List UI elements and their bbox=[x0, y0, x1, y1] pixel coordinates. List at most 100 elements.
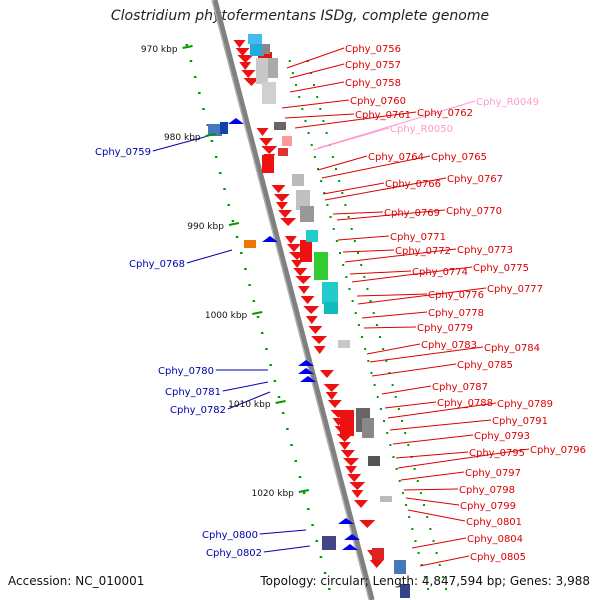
track-dot bbox=[397, 408, 400, 410]
feature-block bbox=[324, 302, 338, 314]
track-dot bbox=[395, 468, 398, 470]
forward-cds-arrow bbox=[319, 370, 334, 378]
track-dot bbox=[353, 240, 356, 242]
scale-dot bbox=[202, 108, 205, 110]
left-leader-line bbox=[263, 545, 311, 553]
forward-cds-arrow bbox=[261, 146, 278, 154]
gene-label-right: Cphy_0797 bbox=[465, 468, 521, 479]
right-leader-line bbox=[337, 235, 390, 241]
track-dot bbox=[411, 528, 414, 530]
left-leader-line bbox=[227, 391, 271, 410]
forward-cds-arrow bbox=[300, 296, 315, 304]
track-dot bbox=[382, 348, 385, 350]
track-dot bbox=[295, 84, 298, 86]
track-dot bbox=[432, 540, 435, 542]
scale-ticks: 970 kbp 980 kbp 990 kbp 1000 kbp 1010 kbp 102… bbox=[141, 45, 310, 499]
reverse-cds-arrow bbox=[338, 518, 354, 524]
forward-cds-arrow bbox=[256, 128, 269, 136]
track-dot bbox=[388, 372, 391, 374]
track-dot bbox=[304, 120, 307, 122]
map-title: Clostridium phytofermentans ISDg, comple… bbox=[110, 8, 490, 24]
forward-cds-arrow bbox=[342, 458, 359, 466]
track-dot bbox=[360, 264, 363, 266]
track-dot bbox=[423, 576, 426, 578]
gene-label-right: Cphy_0757 bbox=[345, 60, 401, 71]
forward-cds-arrow bbox=[359, 520, 376, 528]
track-dot bbox=[435, 552, 438, 554]
track-dot bbox=[331, 156, 334, 158]
track-dot bbox=[391, 384, 394, 386]
right-leader-line bbox=[389, 419, 492, 431]
right-leader-line bbox=[395, 451, 469, 459]
gene-label-right: Cphy_0785 bbox=[457, 360, 513, 371]
feature-block bbox=[362, 418, 374, 438]
right-leader-line bbox=[351, 266, 473, 283]
scale-dot bbox=[260, 332, 264, 334]
feature-block bbox=[368, 456, 380, 466]
accession-text: Accession: NC_010001 bbox=[8, 574, 145, 588]
forward-cds-arrow bbox=[345, 466, 358, 474]
forward-cds-arrow bbox=[259, 138, 274, 146]
scale-dot bbox=[248, 284, 251, 286]
gene-label-right: Cphy_0772 bbox=[395, 246, 451, 257]
feature-block bbox=[274, 122, 286, 130]
gene-label-right: Cphy_0764 bbox=[368, 152, 424, 163]
right-leader-line bbox=[336, 209, 446, 221]
gene-features bbox=[208, 34, 410, 598]
forward-cds-arrow bbox=[237, 55, 254, 63]
track-dot bbox=[326, 204, 329, 206]
reverse-feature-block bbox=[220, 122, 228, 134]
forward-cds-arrow bbox=[278, 210, 293, 218]
genome-backbone bbox=[211, 0, 375, 600]
track-dot bbox=[426, 516, 429, 518]
scale-dot bbox=[227, 204, 230, 206]
track-dot bbox=[404, 432, 407, 434]
scale-dot bbox=[319, 556, 323, 558]
gene-label-right: Cphy_0760 bbox=[350, 96, 406, 107]
scale-tick bbox=[275, 400, 286, 404]
track-dot bbox=[373, 384, 376, 386]
scale-dot bbox=[323, 572, 327, 574]
scale-dot bbox=[240, 252, 243, 254]
feature-block bbox=[314, 252, 328, 280]
gene-label-right: Cphy_0767 bbox=[447, 174, 503, 185]
track-dot bbox=[427, 588, 430, 590]
gene-label-right: Cphy_0770 bbox=[446, 206, 502, 217]
gene-label-right: Cphy_0787 bbox=[432, 382, 488, 393]
forward-cds-arrow bbox=[311, 336, 328, 344]
forward-cds-arrow bbox=[295, 276, 312, 284]
track-dot bbox=[392, 456, 395, 458]
track-dot bbox=[323, 192, 326, 194]
feature-block bbox=[338, 340, 350, 348]
feature-block bbox=[250, 44, 264, 56]
scale-dot bbox=[185, 44, 189, 46]
track-dot bbox=[313, 156, 316, 158]
right-leader-line bbox=[371, 363, 457, 377]
right-leader-line bbox=[356, 293, 428, 297]
feature-block bbox=[262, 82, 276, 104]
track-dot bbox=[394, 396, 397, 398]
scale-dot bbox=[223, 188, 226, 190]
forward-cds-arrow bbox=[235, 48, 250, 56]
gene-label-left: Cphy_0802 bbox=[206, 548, 262, 559]
right-leader-line bbox=[289, 81, 345, 93]
track-dot bbox=[344, 204, 347, 206]
gene-label-left: Cphy_0768 bbox=[129, 259, 185, 270]
gene-labels: Cphy_0756 Cphy_0757 Cphy_0758 Cphy_0760 Cphy… bbox=[95, 44, 586, 563]
track-dot bbox=[389, 444, 392, 446]
track-dot bbox=[313, 84, 316, 86]
scale-tick bbox=[252, 311, 263, 315]
gene-label-right: Cphy_0805 bbox=[470, 552, 526, 563]
feature-block bbox=[248, 34, 262, 44]
track-dot bbox=[357, 252, 360, 254]
gene-label-right: Cphy_0771 bbox=[390, 232, 446, 243]
track-dot bbox=[301, 108, 304, 110]
forward-cds-arrow bbox=[349, 482, 366, 490]
forward-cds-arrow bbox=[340, 450, 355, 458]
track-dot bbox=[319, 108, 322, 110]
forward-cds-arrow bbox=[275, 202, 288, 210]
right-leader-line bbox=[322, 182, 385, 195]
track-dot bbox=[363, 276, 366, 278]
backbone-shadow bbox=[211, 0, 370, 600]
gene-label-left: Cphy_0782 bbox=[170, 405, 226, 416]
